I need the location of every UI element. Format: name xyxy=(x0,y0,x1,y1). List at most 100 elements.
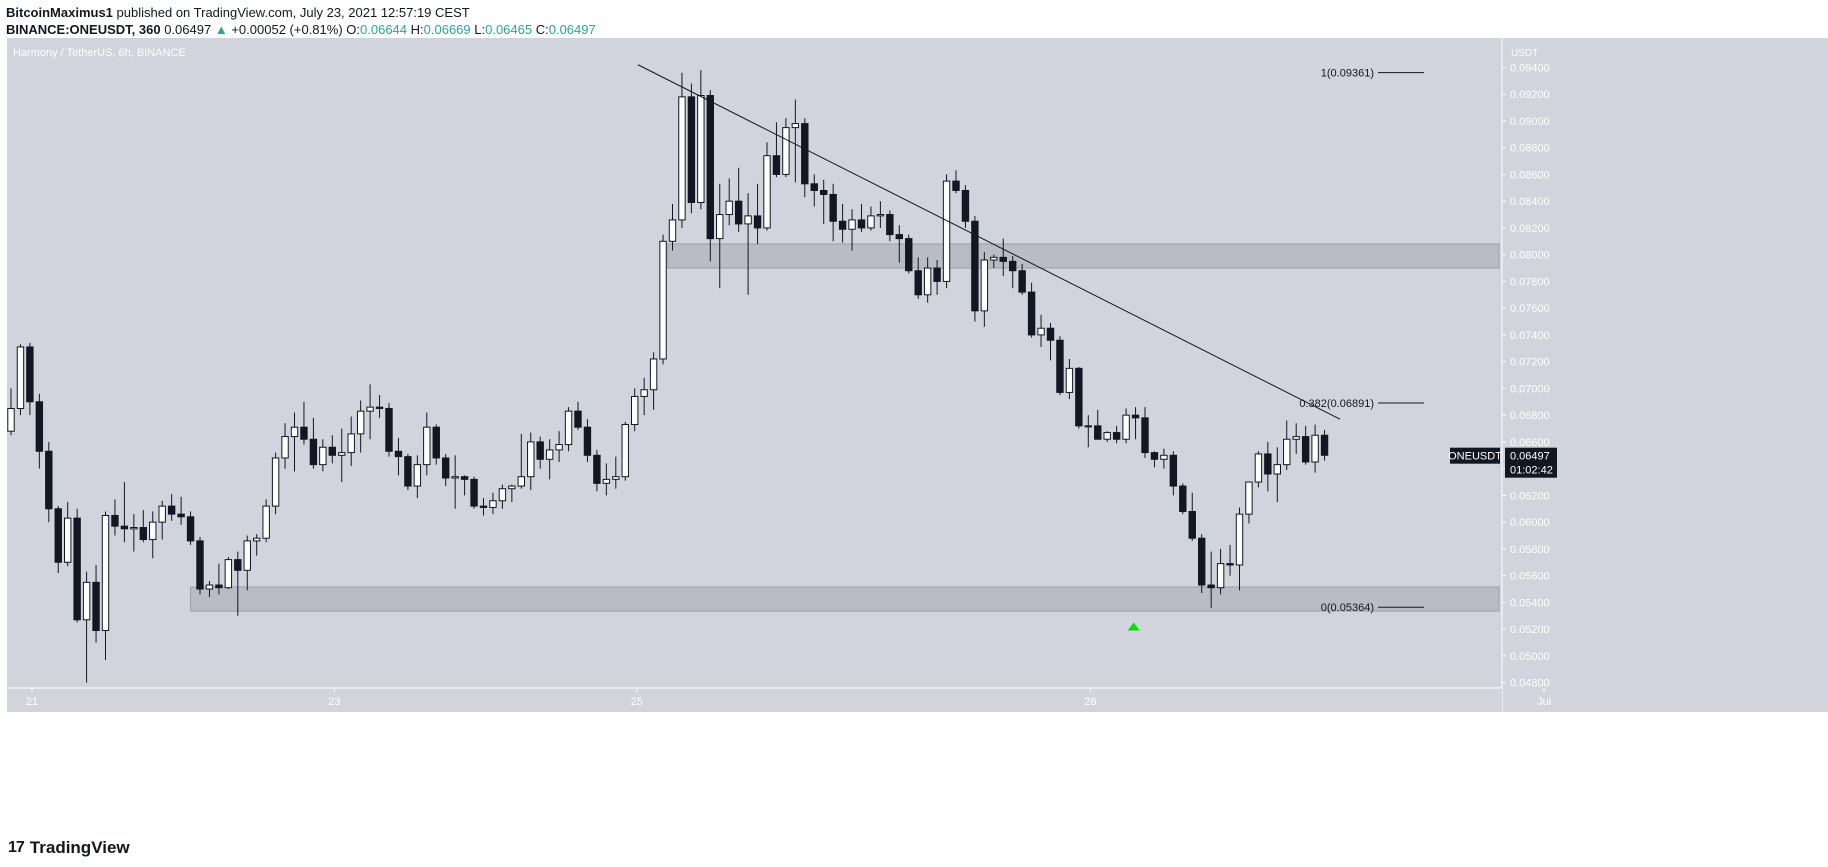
tradingview-logo[interactable]: 17 TradingView xyxy=(8,838,130,858)
candle-down xyxy=(215,584,223,589)
candle-down xyxy=(1169,454,1178,487)
candle-down xyxy=(1301,436,1310,463)
candle-down xyxy=(111,514,119,527)
candle-down xyxy=(952,180,960,191)
candle-up xyxy=(791,123,800,129)
resistance-zone xyxy=(667,243,1500,269)
candle-down xyxy=(92,581,100,631)
candles-layer xyxy=(7,70,1329,683)
candle-up xyxy=(205,584,214,590)
candle-down xyxy=(432,426,440,459)
candle-up xyxy=(517,476,525,487)
price-tag: ONEUSDT 0.06497 01:02:42 xyxy=(1448,447,1557,478)
price-tick-label: 0.08200 xyxy=(1510,223,1550,235)
candle-down xyxy=(857,219,866,229)
candle-up xyxy=(1292,436,1300,440)
candle-up xyxy=(867,215,875,229)
candle-down xyxy=(753,215,762,229)
price-tick-label: 0.08600 xyxy=(1510,169,1550,181)
open-value: 0.06644 xyxy=(360,22,408,37)
candle-down xyxy=(1131,414,1140,419)
candle-up xyxy=(564,410,573,446)
candle-up xyxy=(1273,464,1281,475)
candle-up xyxy=(782,127,790,175)
time-axis[interactable]: 21232528Jul3579121416192123262830 xyxy=(7,687,1828,712)
plot-area[interactable] xyxy=(7,38,1502,688)
author-name[interactable]: BitcoinMaximus1 xyxy=(6,5,113,20)
candle-down xyxy=(886,214,894,236)
fib-level-label: 0(0.05364) xyxy=(1321,602,1374,614)
last-price: 0.06497 xyxy=(164,22,212,37)
candle-down xyxy=(971,220,979,312)
candle-up xyxy=(555,444,563,451)
candle-up xyxy=(508,485,516,490)
candle-down xyxy=(574,410,582,428)
downtrend-line xyxy=(637,64,1341,420)
candle-up xyxy=(942,180,951,282)
candle-down xyxy=(999,256,1007,262)
candle-up xyxy=(64,517,72,563)
candle-up xyxy=(7,407,15,432)
candle-up xyxy=(149,521,157,541)
candle-down xyxy=(905,238,913,272)
candle-up xyxy=(423,426,431,466)
candle-down xyxy=(961,189,970,222)
candle-down xyxy=(1150,452,1159,460)
price-tick-label: 0.05400 xyxy=(1510,597,1550,609)
high-label: H: xyxy=(410,22,424,37)
candle-up xyxy=(990,256,998,261)
time-tick-label: 25 xyxy=(631,696,643,708)
candle-down xyxy=(300,426,308,440)
price-tick-label: 0.08000 xyxy=(1510,250,1550,262)
candle-up xyxy=(498,488,507,502)
candle-down xyxy=(328,446,337,456)
candle-up xyxy=(82,581,91,621)
candle-up xyxy=(876,214,885,217)
price-tag-symbol: ONEUSDT xyxy=(1448,451,1502,463)
time-tick-label: 28 xyxy=(1084,696,1096,708)
candle-up xyxy=(253,537,261,542)
candle-up xyxy=(659,240,667,360)
price-axis-bg xyxy=(1502,38,1828,712)
time-tick-label: 21 xyxy=(26,696,38,708)
candle-down xyxy=(404,456,412,487)
candle-down xyxy=(1207,584,1215,589)
candle-up xyxy=(1311,434,1319,463)
candle-down xyxy=(375,406,384,409)
candle-down xyxy=(442,457,450,479)
candle-up xyxy=(451,476,459,479)
price-tick-label: 0.07200 xyxy=(1510,357,1550,369)
candle-down xyxy=(772,155,781,175)
candle-down xyxy=(810,183,818,191)
candle-down xyxy=(35,401,44,452)
candle-down xyxy=(895,234,903,240)
candle-down xyxy=(593,454,601,484)
candle-down xyxy=(186,516,195,542)
price-axis[interactable]: 0.04800 0.05000 0.05200 0.05400 0.05600 0.058… xyxy=(1501,38,1828,712)
candle-up xyxy=(649,358,658,391)
candle-up xyxy=(602,478,611,484)
candle-up xyxy=(489,500,497,508)
candle-up xyxy=(1037,327,1045,336)
up-arrow-icon xyxy=(1127,622,1140,631)
publish-line: BitcoinMaximus1 published on TradingView… xyxy=(6,4,596,21)
candle-down xyxy=(234,559,242,571)
candle-up xyxy=(319,446,327,466)
candle-up xyxy=(716,214,724,240)
price-tick-label: 0.07800 xyxy=(1510,276,1550,288)
candle-down xyxy=(1141,417,1149,454)
candle-down xyxy=(1188,510,1196,539)
price-tick-label: 0.06800 xyxy=(1510,410,1550,422)
candle-up xyxy=(1216,563,1225,589)
price-tick-label: 0.09200 xyxy=(1510,89,1550,101)
candle-up xyxy=(1103,432,1111,440)
candle-up xyxy=(631,395,639,426)
candle-up xyxy=(281,436,289,459)
price-tick-label: 0.06600 xyxy=(1510,437,1550,449)
close-value: 0.06497 xyxy=(548,22,596,37)
time-axis-bg xyxy=(7,688,1502,712)
price-tick-label: 0.08400 xyxy=(1510,196,1550,208)
candle-up xyxy=(621,424,629,478)
candle-up xyxy=(527,441,535,478)
